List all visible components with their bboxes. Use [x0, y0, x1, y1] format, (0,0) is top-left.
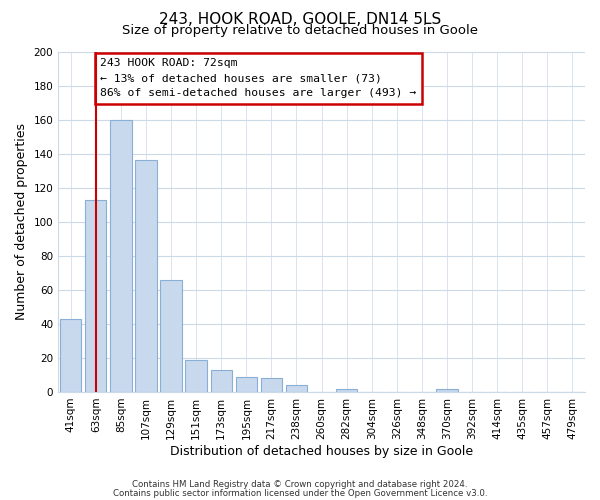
X-axis label: Distribution of detached houses by size in Goole: Distribution of detached houses by size …	[170, 444, 473, 458]
Bar	[136, 160, 157, 392]
Text: Size of property relative to detached houses in Goole: Size of property relative to detached ho…	[122, 24, 478, 37]
Bar	[436, 388, 458, 392]
Text: Contains HM Land Registry data © Crown copyright and database right 2024.: Contains HM Land Registry data © Crown c…	[132, 480, 468, 489]
Bar	[160, 280, 182, 392]
Text: Contains public sector information licensed under the Open Government Licence v3: Contains public sector information licen…	[113, 488, 487, 498]
Bar	[336, 388, 358, 392]
Text: 243 HOOK ROAD: 72sqm
← 13% of detached houses are smaller (73)
86% of semi-detac: 243 HOOK ROAD: 72sqm ← 13% of detached h…	[100, 58, 416, 98]
Bar	[60, 319, 82, 392]
Bar	[261, 378, 282, 392]
Bar	[110, 120, 131, 392]
Bar	[211, 370, 232, 392]
Bar	[286, 385, 307, 392]
Bar	[236, 376, 257, 392]
Bar	[185, 360, 207, 392]
Text: 243, HOOK ROAD, GOOLE, DN14 5LS: 243, HOOK ROAD, GOOLE, DN14 5LS	[159, 12, 441, 28]
Bar	[85, 200, 106, 392]
Y-axis label: Number of detached properties: Number of detached properties	[15, 123, 28, 320]
